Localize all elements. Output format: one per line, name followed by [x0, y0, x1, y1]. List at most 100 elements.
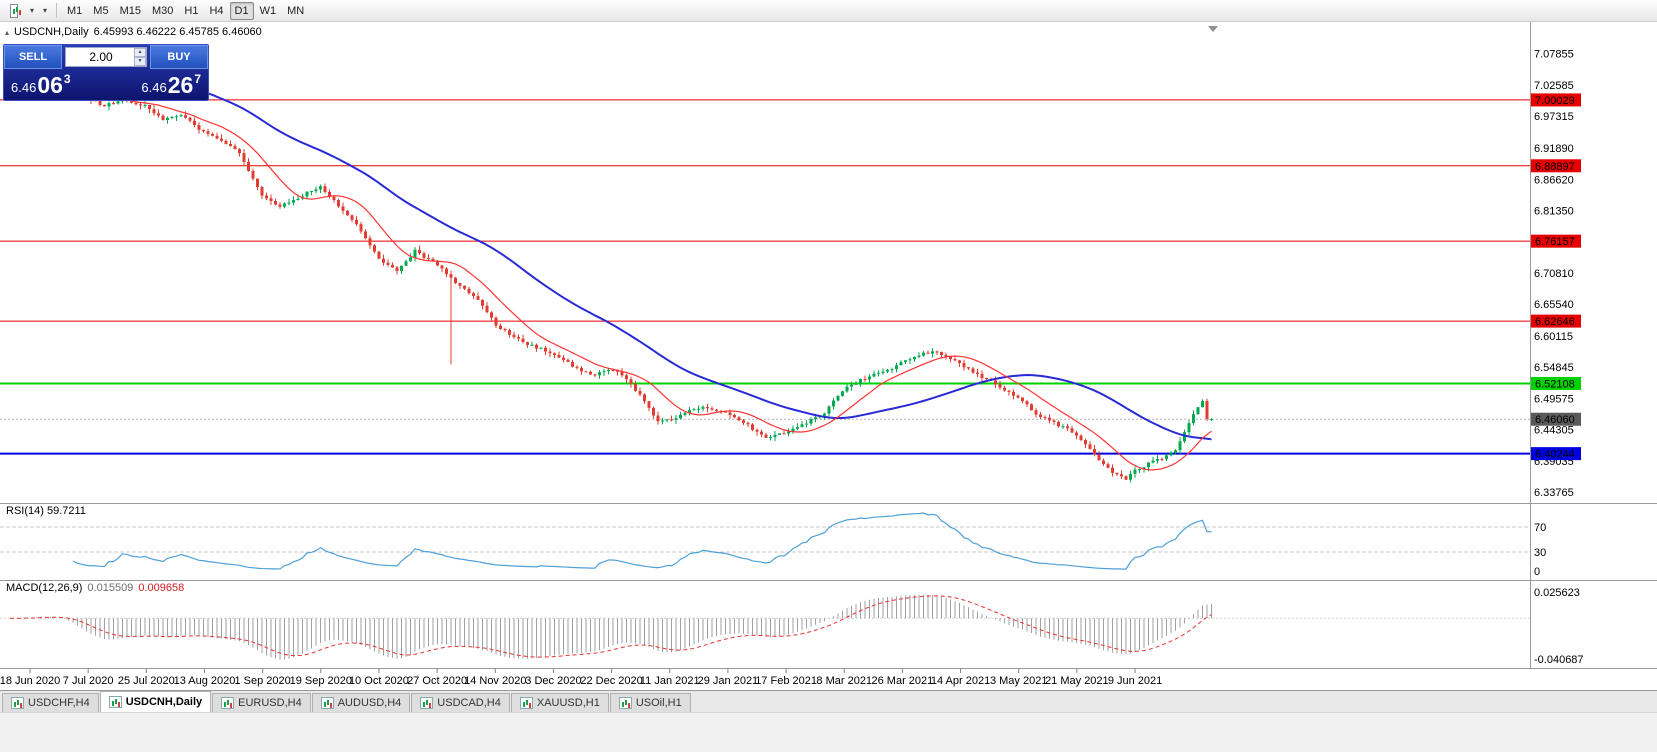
candle-body [674, 418, 678, 420]
candle-body [328, 192, 331, 197]
candle-body [1043, 417, 1047, 419]
price-badge-text: 6.46060 [1535, 414, 1575, 426]
candle-body [1030, 404, 1033, 411]
buy-price[interactable]: 6.46 26 7 [106, 69, 208, 100]
candle-body [634, 383, 637, 391]
candle-body [787, 431, 790, 434]
timeframe-m1-button[interactable]: M1 [62, 2, 87, 20]
timeframe-w1-button[interactable]: W1 [255, 2, 282, 20]
candle-body [962, 362, 966, 368]
chart-tab-xauusd[interactable]: XAUUSD,H1 [510, 693, 609, 712]
candle-body [917, 355, 921, 357]
timeframe-d1-button[interactable]: D1 [229, 1, 254, 20]
candle-body [197, 125, 201, 130]
price-badge [1531, 412, 1581, 426]
candle-body [859, 378, 862, 384]
candle-body [998, 384, 1002, 388]
candle-body [377, 251, 381, 259]
candle-body [670, 419, 673, 421]
candle-body [796, 426, 799, 429]
chart-info-line: ▴ USDCNH,Daily 6.45993 6.46222 6.45785 6… [5, 26, 262, 38]
profiles-dropdown-caret-icon[interactable]: ▾ [39, 2, 51, 20]
timeframe-h1-button[interactable]: H1 [179, 2, 203, 20]
price-badge [1531, 314, 1581, 328]
chart-dropdown-caret-icon[interactable]: ▾ [26, 2, 38, 20]
chart-tab-eurusd[interactable]: EURUSD,H4 [212, 693, 311, 712]
price-axis-label: 6.65540 [1534, 299, 1574, 311]
chart-tab-usdchf[interactable]: USDCHF,H4 [2, 693, 99, 712]
candle-body [890, 369, 894, 371]
candle-body [458, 283, 462, 286]
date-label: 11 Jan 2021 [640, 675, 700, 687]
candle-body [143, 104, 147, 106]
candle-body [238, 149, 241, 154]
chart-tab-usdcnh[interactable]: USDCNH,Daily [99, 691, 212, 712]
timeframe-m15-button[interactable]: M15 [115, 2, 146, 20]
sell-price[interactable]: 6.46 06 3 [4, 69, 106, 100]
candle-body [535, 344, 538, 349]
candle-body [544, 347, 547, 352]
chart-tab-usdcad[interactable]: USDCAD,H4 [411, 693, 510, 712]
candle-body [1174, 450, 1177, 453]
candle-body [215, 135, 219, 139]
candle-body [922, 352, 925, 356]
timeframe-mn-button[interactable]: MN [282, 2, 309, 20]
timeframe-m5-button[interactable]: M5 [88, 2, 113, 20]
candle-body [193, 120, 196, 126]
timeframe-m30-button[interactable]: M30 [147, 2, 178, 20]
candle-body [539, 347, 543, 349]
candle-body [706, 407, 709, 409]
chart-shift-marker-icon[interactable] [1208, 26, 1218, 32]
candle-body [895, 365, 898, 370]
volume-up-button[interactable]: ▲ [134, 48, 146, 57]
candle-body [296, 198, 300, 201]
candle-body [823, 413, 826, 416]
candle-body [1102, 460, 1105, 465]
price-axis-label: 6.44305 [1534, 425, 1574, 437]
chart-tab-usoil[interactable]: USOil,H1 [609, 693, 691, 712]
candle-body [1070, 428, 1074, 433]
candle-body [868, 376, 871, 380]
candle-body [404, 261, 408, 266]
candle-body [368, 238, 372, 246]
date-label: 10 Oct 2020 [349, 675, 409, 687]
volume-input[interactable] [66, 49, 146, 65]
candle-body [769, 437, 772, 439]
candle-body [1079, 435, 1083, 441]
candle-body [1007, 390, 1011, 392]
candle-body [1088, 444, 1092, 449]
candle-body [1075, 432, 1078, 436]
price-axis-label: 6.97315 [1534, 111, 1574, 123]
candle-body [1192, 414, 1195, 424]
candle-body [512, 334, 516, 338]
candle-body [233, 146, 237, 150]
one-click-trading-panel: SELL ▲ ▼ BUY 6.46 06 3 6.46 26 7 [3, 44, 209, 101]
candle-body [1016, 395, 1020, 398]
candle-body [881, 371, 885, 373]
candle-body [841, 391, 844, 396]
price-axis-label: 6.60115 [1534, 331, 1573, 343]
candle-body [1084, 440, 1087, 445]
collapse-arrow-icon[interactable]: ▴ [5, 27, 10, 37]
sell-button[interactable]: SELL [4, 45, 62, 69]
timeframe-h4-button[interactable]: H4 [204, 2, 228, 20]
candle-body [931, 351, 934, 354]
candle-body [278, 204, 282, 207]
buy-price-big: 26 [167, 72, 194, 99]
candle-body [256, 178, 259, 187]
chart-tab-audusd[interactable]: AUDUSD,H4 [311, 693, 411, 712]
chart-tab-label: EURUSD,H4 [238, 697, 302, 709]
candle-body [224, 140, 228, 144]
price-badge [1531, 159, 1581, 173]
candle-body [499, 325, 502, 329]
candle-body [1061, 426, 1065, 428]
chart-window-button[interactable] [3, 2, 25, 20]
candle-body [1012, 391, 1015, 396]
volume-down-button[interactable]: ▼ [134, 57, 146, 66]
candle-body [976, 372, 979, 374]
candle-body [908, 359, 912, 361]
candle-body [508, 330, 511, 335]
candle-body [490, 312, 493, 318]
buy-button[interactable]: BUY [150, 45, 208, 69]
